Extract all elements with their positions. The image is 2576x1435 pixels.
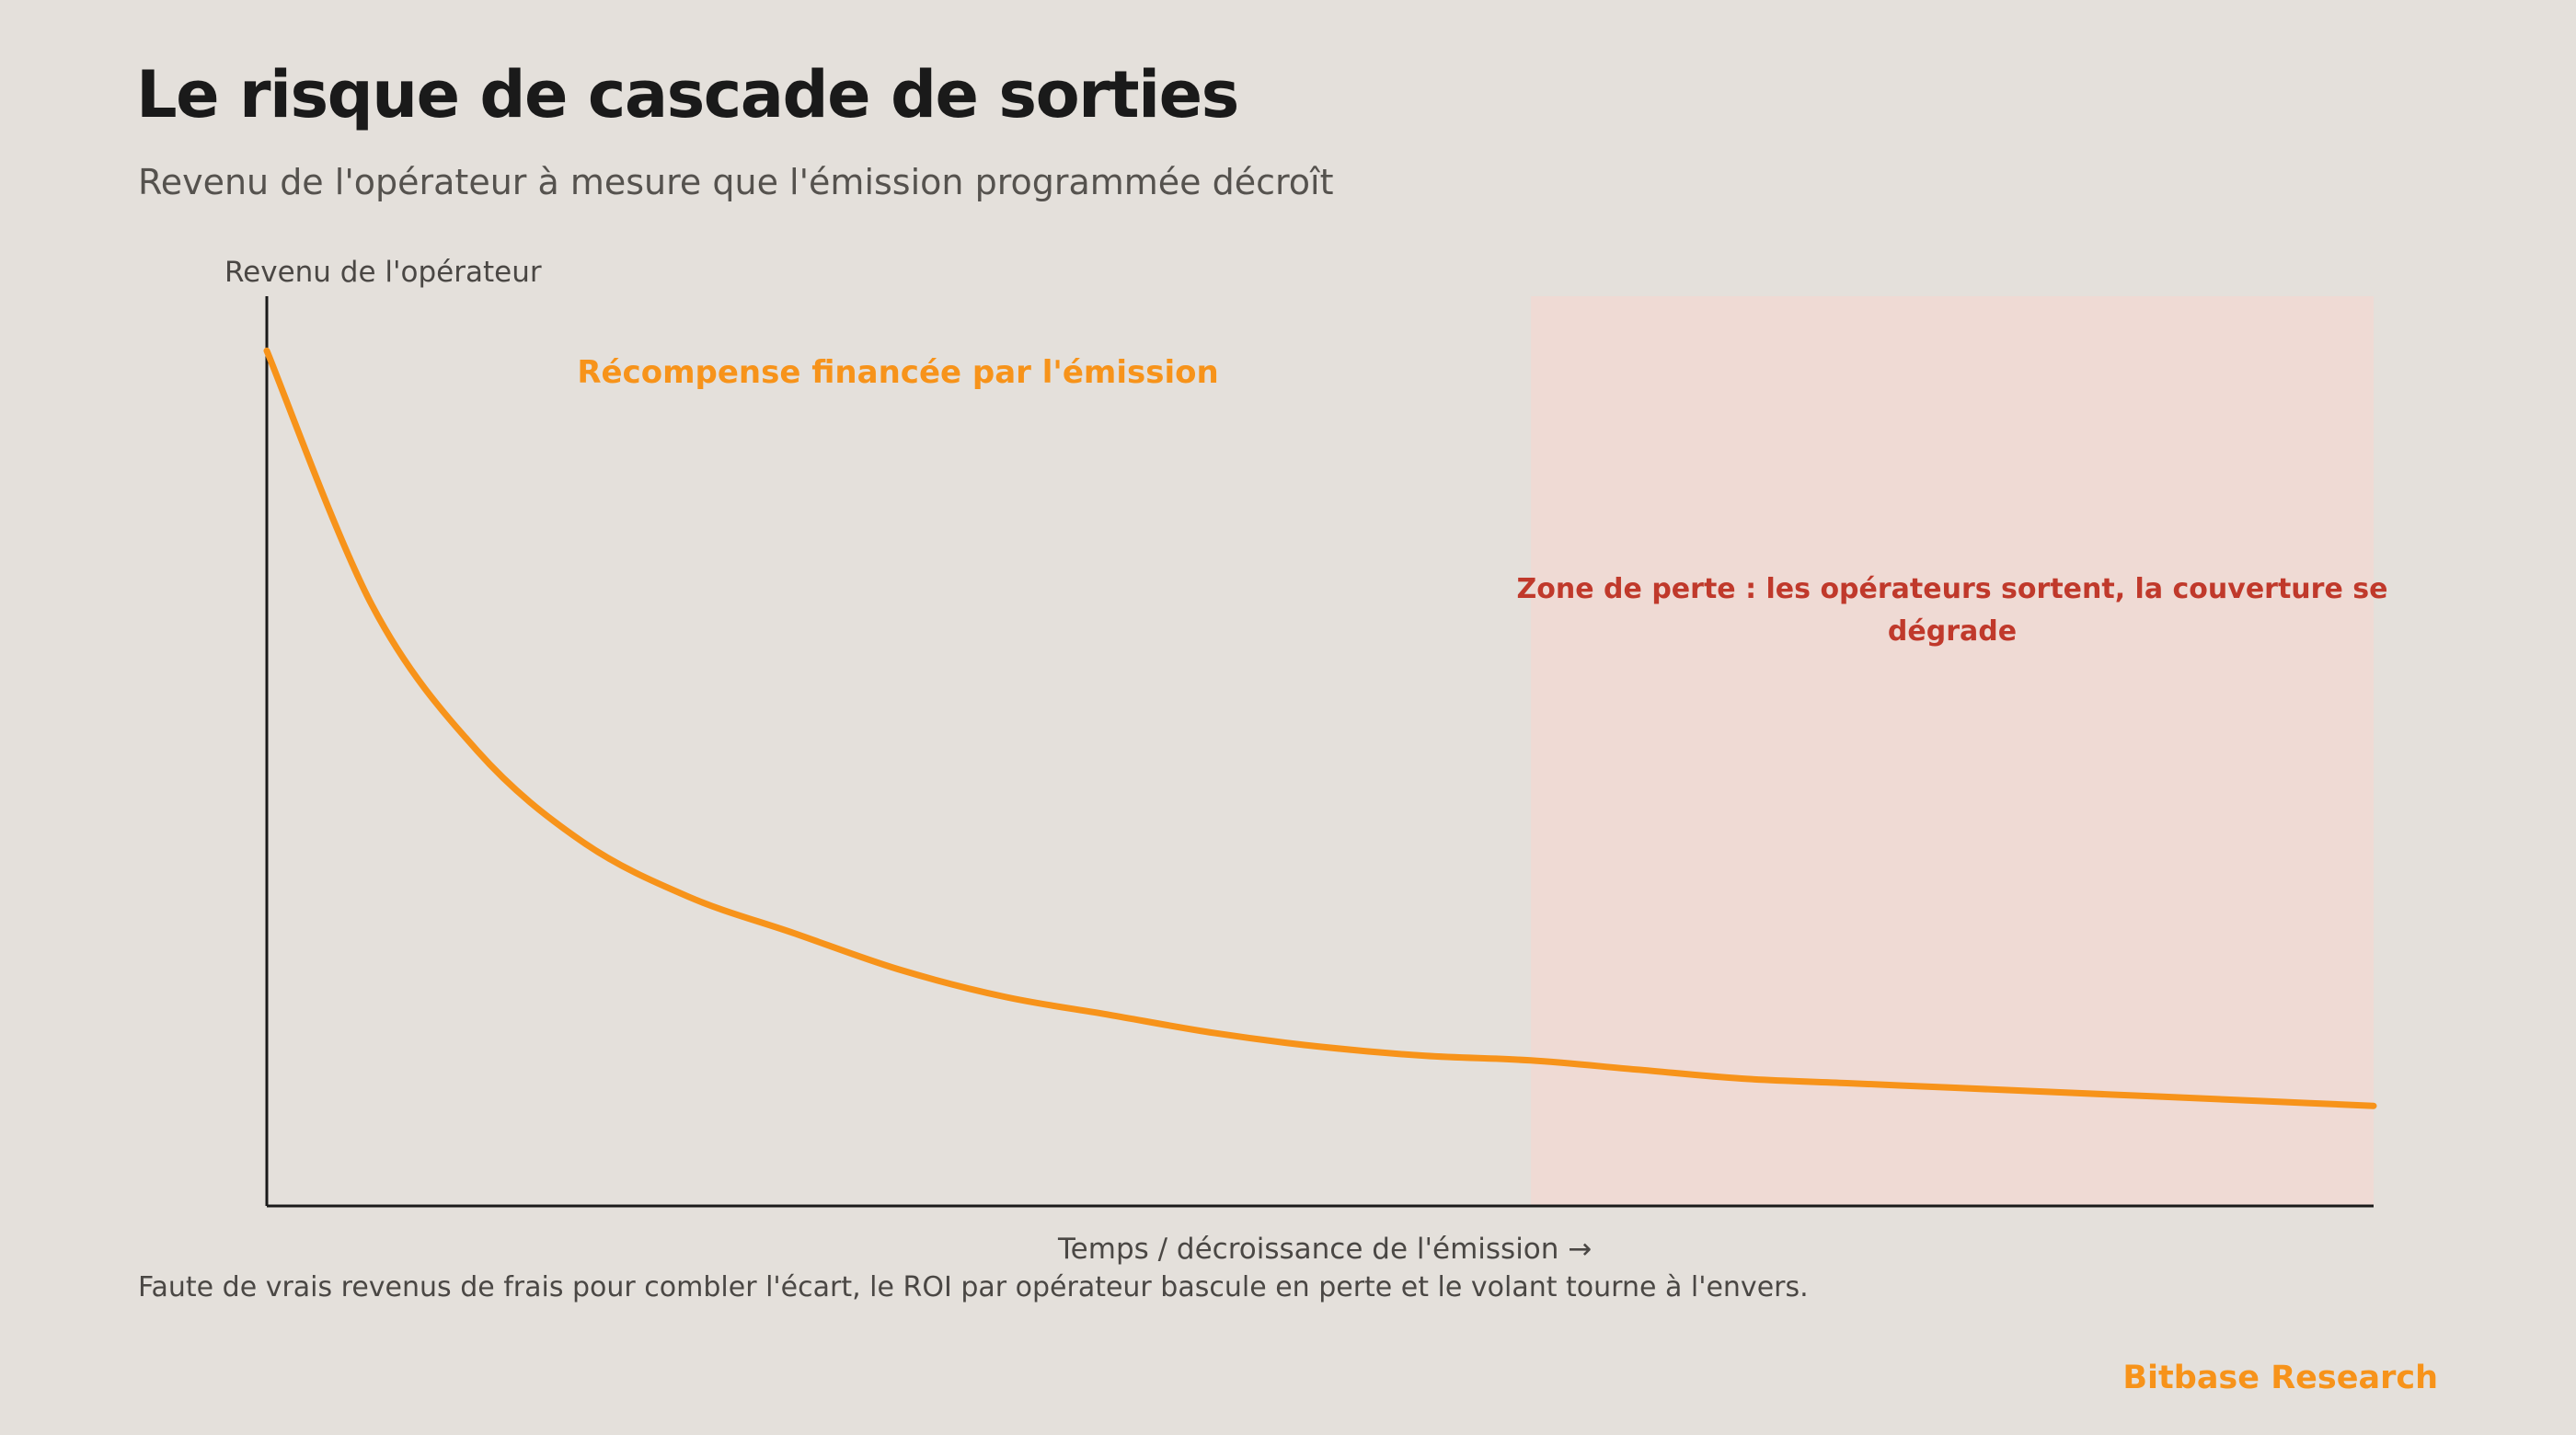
chart-title: Le risque de cascade de sorties	[136, 57, 1239, 132]
brand-label: Bitbase Research	[2122, 1360, 2438, 1396]
chart-subtitle: Revenu de l'opérateur à mesure que l'émi…	[138, 162, 1334, 202]
footnote: Faute de vrais revenus de frais pour com…	[138, 1271, 1809, 1303]
revenue-curve	[263, 347, 2377, 1109]
loss-zone-annotation-line1: Zone de perte : les opérateurs sortent, …	[1517, 573, 2388, 605]
emission-reward-annotation: Récompense financée par l'émission	[577, 354, 1218, 391]
loss-zone-region	[1531, 296, 2374, 1206]
y-axis-label: Revenu de l'opérateur	[224, 256, 542, 289]
x-axis-label: Temps / décroissance de l'émission →	[1058, 1233, 1593, 1266]
loss-zone-annotation-line2: dégrade	[1888, 615, 2017, 648]
